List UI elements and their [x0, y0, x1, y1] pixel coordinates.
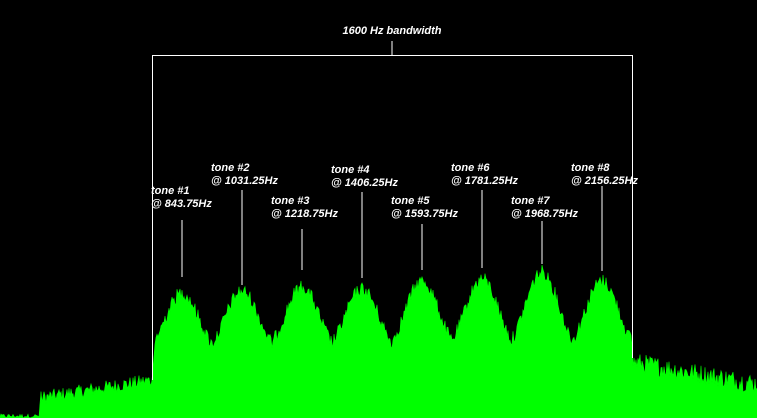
- tone-frequency-label: @ 1593.75Hz: [391, 208, 458, 220]
- tone-name-label: tone #4: [331, 164, 370, 176]
- tone-frequency-label: @ 1781.25Hz: [451, 175, 518, 187]
- bandwidth-bracket: [152, 41, 633, 380]
- tone-name-label: tone #2: [211, 162, 250, 174]
- tone-name-label: tone #3: [271, 195, 310, 207]
- tone-name-label: tone #7: [511, 195, 550, 207]
- spectrum-series: [0, 265, 757, 418]
- spectrum-area: [0, 265, 757, 418]
- tone-annotations: tone #1@ 843.75Hz tone #2@ 1031.25Hz tone …: [151, 162, 638, 285]
- tone-frequency-label: @ 2156.25Hz: [571, 175, 638, 187]
- bandwidth-label: 1600 Hz bandwidth: [342, 25, 441, 37]
- tone-frequency-label: @ 1218.75Hz: [271, 208, 338, 220]
- tone-name-label: tone #5: [391, 195, 430, 207]
- bandwidth-bracket-line: [152, 55, 633, 380]
- tone-frequency-label: @ 1406.25Hz: [331, 177, 398, 189]
- tone-frequency-label: @ 843.75Hz: [151, 198, 212, 210]
- tone-frequency-label: @ 1968.75Hz: [511, 208, 578, 220]
- tone-name-label: tone #6: [451, 162, 490, 174]
- tone-frequency-label: @ 1031.25Hz: [211, 175, 278, 187]
- tone-name-label: tone #8: [571, 162, 610, 174]
- tone-name-label: tone #1: [151, 185, 190, 197]
